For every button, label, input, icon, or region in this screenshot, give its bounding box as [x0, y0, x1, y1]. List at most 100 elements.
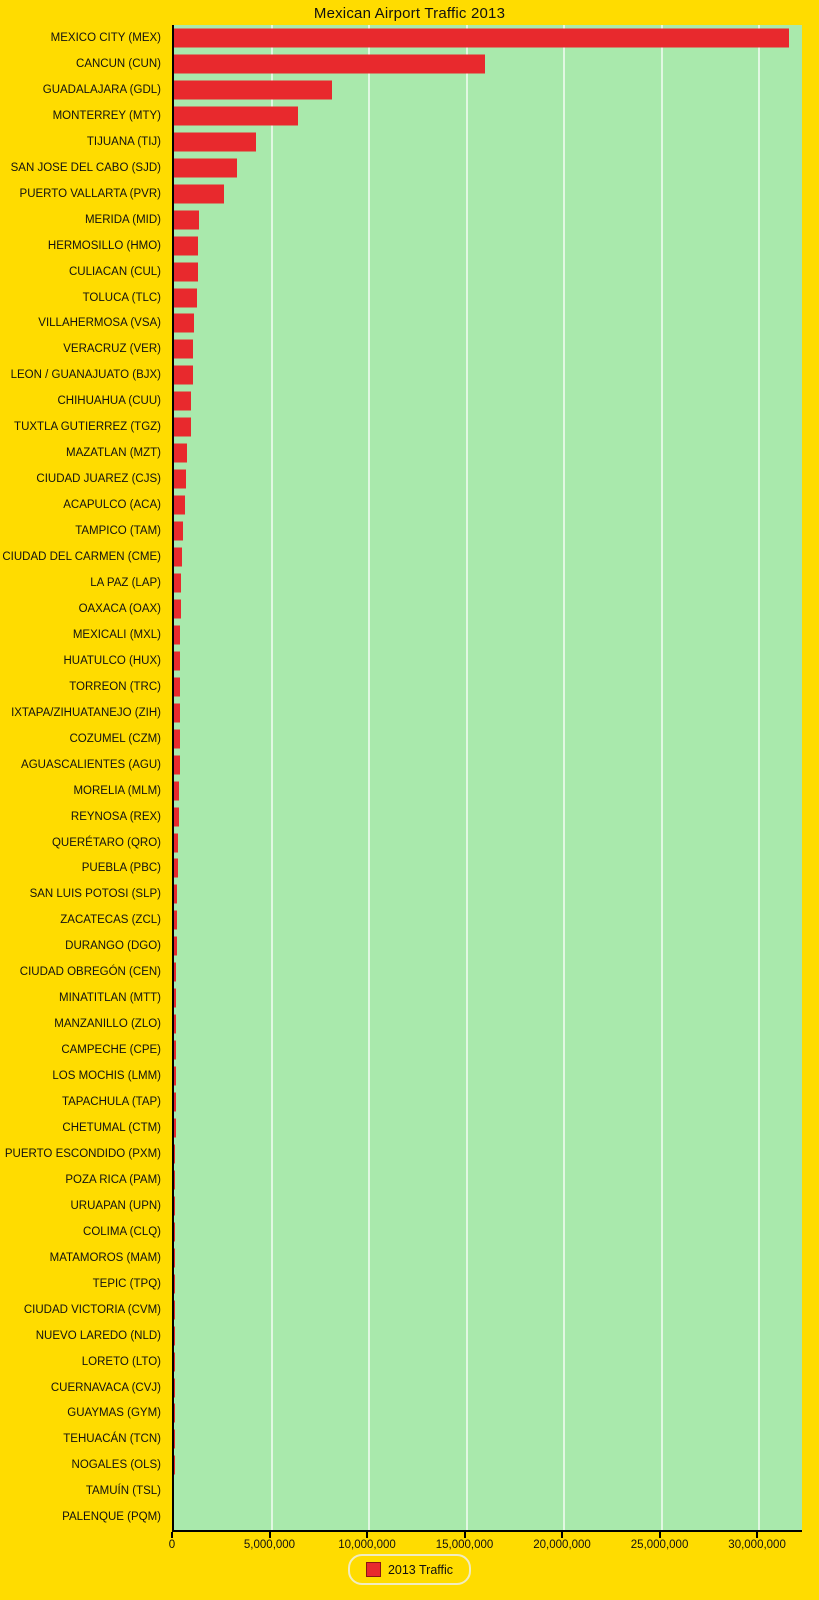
bar: [174, 28, 790, 48]
y-axis-label: PUERTO VALLARTA (PVR): [19, 187, 161, 200]
bar-row: [174, 830, 802, 856]
bar: [174, 1014, 177, 1034]
y-axis-label: VERACRUZ (VER): [63, 343, 161, 356]
bar-row: [174, 700, 802, 726]
y-axis-label-row: TAMPICO (TAM): [0, 518, 165, 544]
y-axis-label-row: CIUDAD VICTORIA (CVM): [0, 1297, 165, 1323]
bar: [174, 417, 191, 437]
bar-row: [174, 1426, 802, 1452]
bar: [174, 1118, 176, 1138]
y-axis-label: CULIACAN (CUL): [68, 265, 161, 278]
bar-row: [174, 492, 802, 518]
y-axis-label-row: LORETO (LTO): [0, 1349, 165, 1375]
bar-row: [174, 778, 802, 804]
y-axis-label: MONTERREY (MTY): [52, 109, 161, 122]
bar-row: [174, 1504, 802, 1530]
bar-row: [174, 1037, 802, 1063]
bar-row: [174, 1011, 802, 1037]
bar-row: [174, 1375, 802, 1401]
bar: [174, 106, 298, 126]
bar: [174, 1274, 175, 1294]
bar-row: [174, 466, 802, 492]
y-axis-label-row: NUEVO LAREDO (NLD): [0, 1323, 165, 1349]
y-axis-label-row: TORREON (TRC): [0, 674, 165, 700]
bar: [174, 158, 237, 178]
bar-row: [174, 1115, 802, 1141]
bar: [174, 910, 177, 930]
y-axis-label: ACAPULCO (ACA): [63, 499, 161, 512]
y-axis-label-row: PUEBLA (PBC): [0, 856, 165, 882]
bar-row: [174, 648, 802, 674]
x-axis-tick-label: 0: [168, 1539, 176, 1551]
y-axis-label-row: OAXACA (OAX): [0, 596, 165, 622]
y-axis-label: TAPACHULA (TAP): [61, 1096, 161, 1109]
y-axis-label: COZUMEL (CZM): [69, 732, 161, 745]
bar-row: [174, 622, 802, 648]
y-axis-label-row: GUADALAJARA (GDL): [0, 77, 165, 103]
y-axis-label: POZA RICA (PAM): [65, 1173, 161, 1186]
bar: [174, 936, 177, 956]
bar-row: [174, 1349, 802, 1375]
y-axis-label: MORELIA (MLM): [73, 784, 161, 797]
y-axis-label: IXTAPA/ZIHUATANEJO (ZIH): [11, 706, 161, 719]
y-axis-label-row: IXTAPA/ZIHUATANEJO (ZIH): [0, 700, 165, 726]
y-axis-label-row: VERACRUZ (VER): [0, 336, 165, 362]
bar-row: [174, 1089, 802, 1115]
bar: [174, 391, 192, 411]
bar-row: [174, 933, 802, 959]
y-axis-label: CHETUMAL (CTM): [62, 1122, 161, 1134]
bar: [174, 781, 180, 801]
y-axis-label: TOLUCA (TLC): [82, 291, 161, 304]
y-axis-label-row: MEXICO CITY (MEX): [0, 25, 165, 51]
y-axis-label-row: DURANGO (DGO): [0, 933, 165, 959]
y-axis-label: HERMOSILLO (HMO): [47, 239, 161, 252]
x-axis-tick-label: 10,000,000: [338, 1539, 396, 1551]
bar: [174, 521, 184, 541]
bar: [174, 962, 177, 982]
y-axis-label-row: ACAPULCO (ACA): [0, 492, 165, 518]
bar-row: [174, 1297, 802, 1323]
y-axis-label-row: TAPACHULA (TAP): [0, 1089, 165, 1115]
y-axis-label-row: ZACATECAS (ZCL): [0, 907, 165, 933]
bar-row: [174, 1063, 802, 1089]
y-axis-label: MATAMOROS (MAM): [49, 1251, 161, 1264]
y-axis-label-row: MATAMOROS (MAM): [0, 1245, 165, 1271]
y-axis-label: LA PAZ (LAP): [90, 576, 161, 589]
y-axis-label-row: MONTERREY (MTY): [0, 103, 165, 129]
bar: [174, 703, 180, 723]
y-axis-label-row: URUAPAN (UPN): [0, 1193, 165, 1219]
bar: [174, 339, 193, 359]
x-axis-tick: [561, 1532, 564, 1538]
bar: [174, 573, 181, 593]
x-axis-tick: [366, 1532, 369, 1538]
bar: [174, 54, 486, 74]
y-axis-label-row: CIUDAD OBREGÓN (CEN): [0, 959, 165, 985]
y-axis-label-row: MORELIA (MLM): [0, 778, 165, 804]
gridline: [368, 25, 371, 1530]
bar-row: [174, 907, 802, 933]
y-axis-label-row: MERIDA (MID): [0, 207, 165, 233]
y-axis-label: MEXICALI (MXL): [72, 628, 161, 641]
y-axis-label-row: LA PAZ (LAP): [0, 570, 165, 596]
y-axis-label-row: PUERTO VALLARTA (PVR): [0, 181, 165, 207]
y-axis-label-row: REYNOSA (REX): [0, 804, 165, 830]
bar-row: [174, 881, 802, 907]
bar-row: [174, 1141, 802, 1167]
x-axis-tick: [756, 1532, 759, 1538]
y-axis-label: TUXTLA GUTIERREZ (TGZ): [14, 421, 161, 434]
y-axis-label: MANZANILLO (ZLO): [54, 1018, 161, 1031]
y-axis-label: PUEBLA (PBC): [81, 862, 161, 875]
legend: 2013 Traffic: [0, 1554, 819, 1585]
bar: [174, 651, 181, 671]
bar-row: [174, 310, 802, 336]
y-axis-label-row: COLIMA (CLQ): [0, 1219, 165, 1245]
bar-row: [174, 1401, 802, 1427]
gridline: [758, 25, 761, 1530]
bar: [174, 469, 187, 489]
bar: [174, 1066, 176, 1086]
bar-row: [174, 959, 802, 985]
y-axis-label: MEXICO CITY (MEX): [50, 31, 161, 44]
bar-row: [174, 259, 802, 285]
y-axis-label-row: TUXTLA GUTIERREZ (TGZ): [0, 414, 165, 440]
bar: [174, 755, 180, 775]
